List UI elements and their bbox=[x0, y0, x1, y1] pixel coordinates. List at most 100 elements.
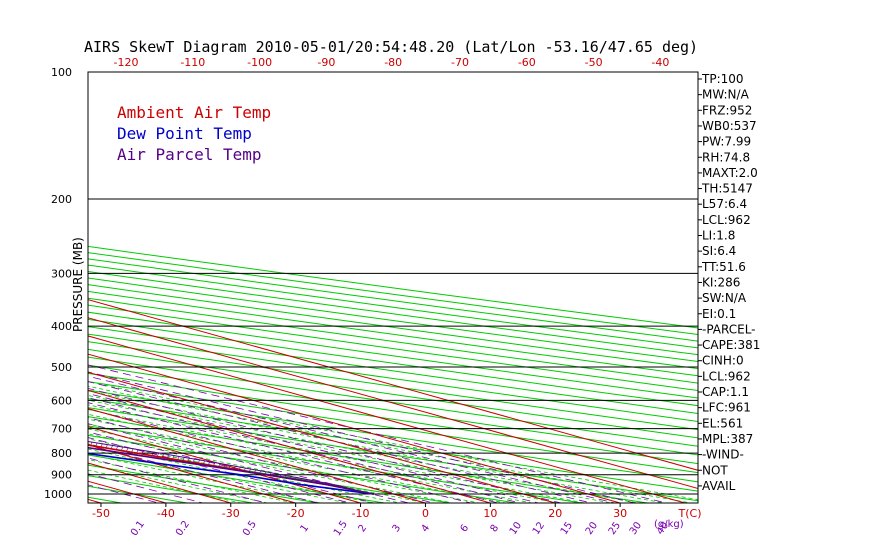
pressure-tick-label: 500 bbox=[51, 361, 72, 374]
mixing-ratio-label: 1.5 bbox=[332, 519, 350, 538]
dry-adiabat bbox=[88, 356, 698, 447]
isotherm bbox=[88, 498, 102, 503]
dry-adiabat bbox=[88, 270, 698, 356]
pressure-tick-label: 300 bbox=[51, 267, 72, 280]
bottom-temp-tick-label: 0 bbox=[422, 507, 429, 520]
top-temp-tick-label: -100 bbox=[247, 56, 272, 69]
air-parcel-temp-line bbox=[88, 446, 375, 495]
index-entry: CAP:1.1 bbox=[702, 385, 749, 399]
isotherm bbox=[88, 335, 686, 503]
mixing-ratio-label: 10 bbox=[508, 520, 524, 537]
mixing-ratio-line bbox=[88, 402, 499, 503]
mixing-ratio-line bbox=[88, 381, 592, 503]
pressure-tick-label: 200 bbox=[51, 193, 72, 206]
isotherm bbox=[88, 408, 426, 503]
pressure-tick-label: 800 bbox=[51, 447, 72, 460]
index-entry: WB0:537 bbox=[702, 119, 757, 133]
index-entry: TP:100 bbox=[701, 72, 744, 86]
mixing-ratio-line bbox=[88, 397, 521, 503]
index-entry: TH:5147 bbox=[701, 182, 753, 196]
mixing-ratio-label: 20 bbox=[584, 520, 600, 537]
index-entry: AVAIL bbox=[702, 479, 736, 493]
dry-adiabat bbox=[88, 245, 698, 329]
moist-adiabat bbox=[88, 453, 321, 503]
mixing-ratio-label: 2 bbox=[357, 523, 370, 535]
isotherm bbox=[88, 426, 361, 503]
index-entry: LI:1.8 bbox=[702, 229, 735, 243]
legend-ambient-air-temp: Ambient Air Temp bbox=[117, 103, 271, 122]
dry-adiabat bbox=[88, 425, 582, 503]
pressure-tick-label: 900 bbox=[51, 469, 72, 482]
mixing-ratio-line bbox=[88, 431, 374, 503]
index-entry: MPL:387 bbox=[702, 432, 753, 446]
mixing-ratio-label: 25 bbox=[607, 520, 623, 537]
top-temp-tick-label: -90 bbox=[317, 56, 335, 69]
index-entry: CINH:0 bbox=[702, 354, 744, 368]
dry-adiabat bbox=[88, 381, 698, 474]
y-axis-label: PRESSURE (MB) bbox=[71, 237, 85, 332]
index-entry: CAPE:381 bbox=[702, 338, 760, 352]
pressure-tick-label: 400 bbox=[51, 320, 72, 333]
index-entry: PW:7.99 bbox=[702, 135, 751, 149]
bottom-temp-tick-label: 20 bbox=[548, 507, 562, 520]
isotherm bbox=[88, 389, 491, 503]
top-temp-tick-label: -60 bbox=[518, 56, 536, 69]
top-temp-tick-label: -70 bbox=[451, 56, 469, 69]
mixing-ratio-label: 0.2 bbox=[174, 519, 192, 538]
mixing-ratio-line bbox=[88, 408, 472, 503]
mixing-ratio-line bbox=[88, 375, 616, 503]
moist-adiabat bbox=[88, 385, 691, 503]
chart-series bbox=[88, 441, 375, 495]
dry-adiabat bbox=[0, 72, 56, 503]
dry-adiabat bbox=[88, 389, 698, 483]
index-entry: FRZ:952 bbox=[702, 103, 752, 117]
top-temp-tick-label: -50 bbox=[585, 56, 603, 69]
mixing-ratio-label: 1 bbox=[299, 523, 312, 535]
top-temp-tick-label: -110 bbox=[180, 56, 205, 69]
bottom-temp-tick-label: -20 bbox=[287, 507, 305, 520]
dry-adiabat bbox=[88, 252, 698, 335]
chart-title: AIRS SkewT Diagram 2010-05-01/20:54:48.2… bbox=[84, 38, 698, 56]
bottom-temp-tick-label: -40 bbox=[157, 507, 175, 520]
index-entry: -WIND- bbox=[702, 448, 744, 462]
pressure-tick-label: 100 bbox=[51, 66, 72, 79]
index-entry: KI:286 bbox=[702, 275, 740, 289]
mixing-ratio-line bbox=[88, 371, 635, 503]
index-entry: LFC:961 bbox=[702, 401, 751, 415]
dry-adiabat bbox=[88, 264, 698, 349]
dry-adiabat bbox=[88, 348, 698, 439]
bottom-temp-tick-label: 30 bbox=[613, 507, 627, 520]
index-entry: -PARCEL- bbox=[702, 322, 756, 336]
dry-adiabat bbox=[88, 277, 698, 363]
isotherm bbox=[88, 353, 621, 503]
dry-adiabat bbox=[88, 372, 698, 465]
mixing-ratio-label: 30 bbox=[628, 520, 644, 537]
index-entry: MW:N/A bbox=[702, 88, 750, 102]
dew-point-temp-line bbox=[88, 452, 375, 495]
mixing-ratio-label: 3 bbox=[391, 523, 404, 535]
mixing-ratio-label: 15 bbox=[559, 520, 575, 537]
bottom-axis-unit: T(C) bbox=[678, 507, 702, 520]
isotherm bbox=[88, 299, 698, 471]
top-temp-tick-label: -40 bbox=[651, 56, 669, 69]
legend-air-parcel-temp: Air Parcel Temp bbox=[117, 145, 262, 164]
bottom-temp-tick-label: 10 bbox=[483, 507, 497, 520]
isotherm bbox=[88, 317, 698, 489]
mixing-ratio-line bbox=[88, 423, 409, 503]
moist-adiabat bbox=[88, 404, 586, 503]
mixing-ratio-unit: (g/kg) bbox=[654, 519, 684, 530]
pressure-tick-label: 700 bbox=[51, 423, 72, 436]
chart-grid bbox=[0, 72, 698, 503]
isotherm bbox=[0, 72, 36, 503]
mixing-ratio-label: 8 bbox=[489, 523, 502, 535]
dry-adiabat bbox=[88, 284, 698, 370]
index-entry: EL:561 bbox=[702, 416, 743, 430]
pressure-tick-label: 600 bbox=[51, 394, 72, 407]
mixing-ratio-label: 6 bbox=[459, 523, 472, 535]
index-entry: L57:6.4 bbox=[702, 197, 747, 211]
index-entry: RH:74.8 bbox=[702, 150, 750, 164]
moist-adiabat bbox=[88, 433, 427, 503]
dry-adiabat bbox=[88, 258, 698, 342]
